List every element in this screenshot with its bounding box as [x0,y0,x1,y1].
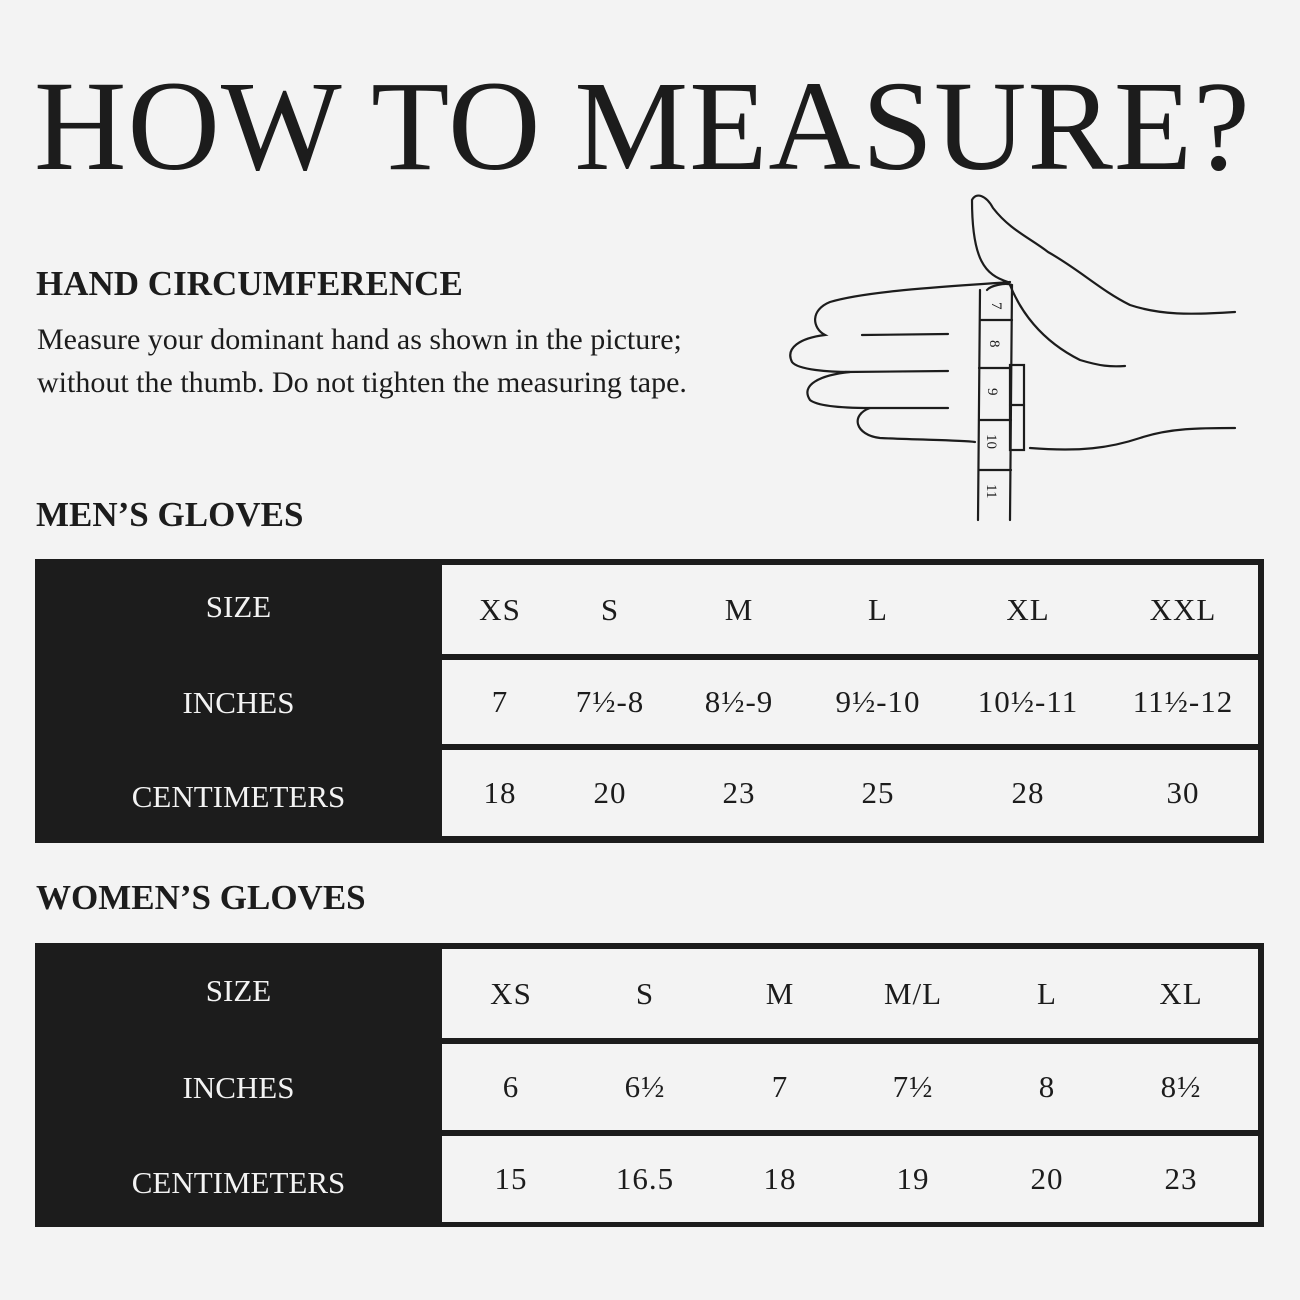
table-cell: L [1037,975,1057,1011]
row-label-size: SIZE [205,972,272,1008]
table-cell: 28 [1011,775,1045,810]
table-cell: 23 [1164,1161,1198,1196]
row-label-centimeters: CENTIMETERS [131,1165,346,1200]
table-cell: M [765,975,795,1011]
size-row: XS S M M/L L XL [442,949,1258,1038]
size-row: XS S M L XL XXL [442,565,1258,654]
table-cell: 20 [1030,1161,1064,1196]
tape-mark-8: 8 [986,340,1002,348]
table-cell: XL [1006,591,1050,627]
page-title: HOW TO MEASURE? [34,55,1251,197]
centimeters-row: 15 16.5 18 19 20 23 [442,1136,1258,1222]
centimeters-row: 18 20 23 25 28 30 [442,750,1258,836]
tape-mark-9: 9 [984,388,1000,396]
row-label-inches: INCHES [182,1069,295,1105]
table-cell: 7 [491,684,509,719]
table-cell: 9½-10 [835,684,921,719]
measure-instructions: Measure your dominant hand as shown in t… [37,323,687,399]
table-cell: S [600,591,620,627]
table-cell: 7½-8 [575,684,645,719]
table-cell: XS [479,591,521,627]
tape-mark-10: 10 [983,434,999,449]
row-label-inches: INCHES [182,684,295,720]
table-cell: 18 [483,775,517,810]
table-cell: XL [1159,975,1203,1011]
row-label-centimeters: CENTIMETERS [131,779,346,814]
mens-gloves-heading: MEN’S GLOVES [36,495,304,534]
mens-size-table: SIZE INCHES CENTIMETERS XS S M L XL XXL 7 7½-8… [35,559,1264,843]
table-cell: M [724,591,754,627]
tape-mark-11: 11 [983,484,999,498]
row-label-size: SIZE [205,588,272,624]
table-cell: 18 [763,1161,797,1196]
womens-size-table: SIZE INCHES CENTIMETERS XS S M M/L L XL 6 6½ 7 7… [35,943,1264,1227]
table-cell: 8½ [1160,1069,1202,1104]
inches-row: 7 7½-8 8½-9 9½-10 10½-11 11½-12 [442,660,1258,744]
table-cell: 7 [771,1069,789,1104]
inches-row: 6 6½ 7 7½ 8 8½ [442,1044,1258,1130]
table-cell: 30 [1166,775,1200,810]
table-cell: S [635,975,655,1011]
womens-gloves-heading: WOMEN’S GLOVES [36,878,366,917]
table-cell: 20 [593,775,627,810]
table-cell: 8 [1038,1069,1056,1104]
table-cell: XXL [1149,591,1217,627]
table-cell: 19 [896,1161,930,1196]
table-cell: 6 [502,1069,520,1104]
table-cell: 8½-9 [704,684,774,719]
table-cell: M/L [883,975,943,1011]
table-cell: 6½ [624,1069,666,1104]
table-cell: XS [490,975,532,1011]
table-cell: 25 [861,775,895,810]
table-cell: 10½-11 [977,684,1079,719]
hand-measuring-illustration: 7 8 9 10 11 [789,194,1237,522]
table-cell: 23 [722,775,756,810]
table-cell: 7½ [892,1069,934,1104]
hand-circumference-heading: HAND CIRCUMFERENCE [36,264,463,303]
table-cell: 16.5 [615,1161,675,1196]
table-cell: 11½-12 [1132,684,1234,719]
table-cell: L [868,591,888,627]
table-cell: 15 [494,1161,528,1196]
tape-mark-7: 7 [988,302,1004,310]
